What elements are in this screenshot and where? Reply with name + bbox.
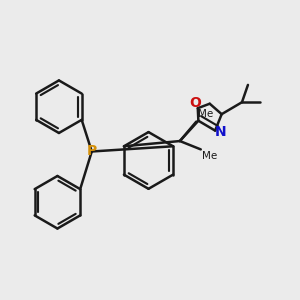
Text: Me: Me (198, 109, 213, 119)
Text: O: O (190, 96, 201, 110)
Text: P: P (87, 145, 97, 158)
Text: N: N (215, 125, 226, 139)
Text: Me: Me (202, 151, 218, 161)
